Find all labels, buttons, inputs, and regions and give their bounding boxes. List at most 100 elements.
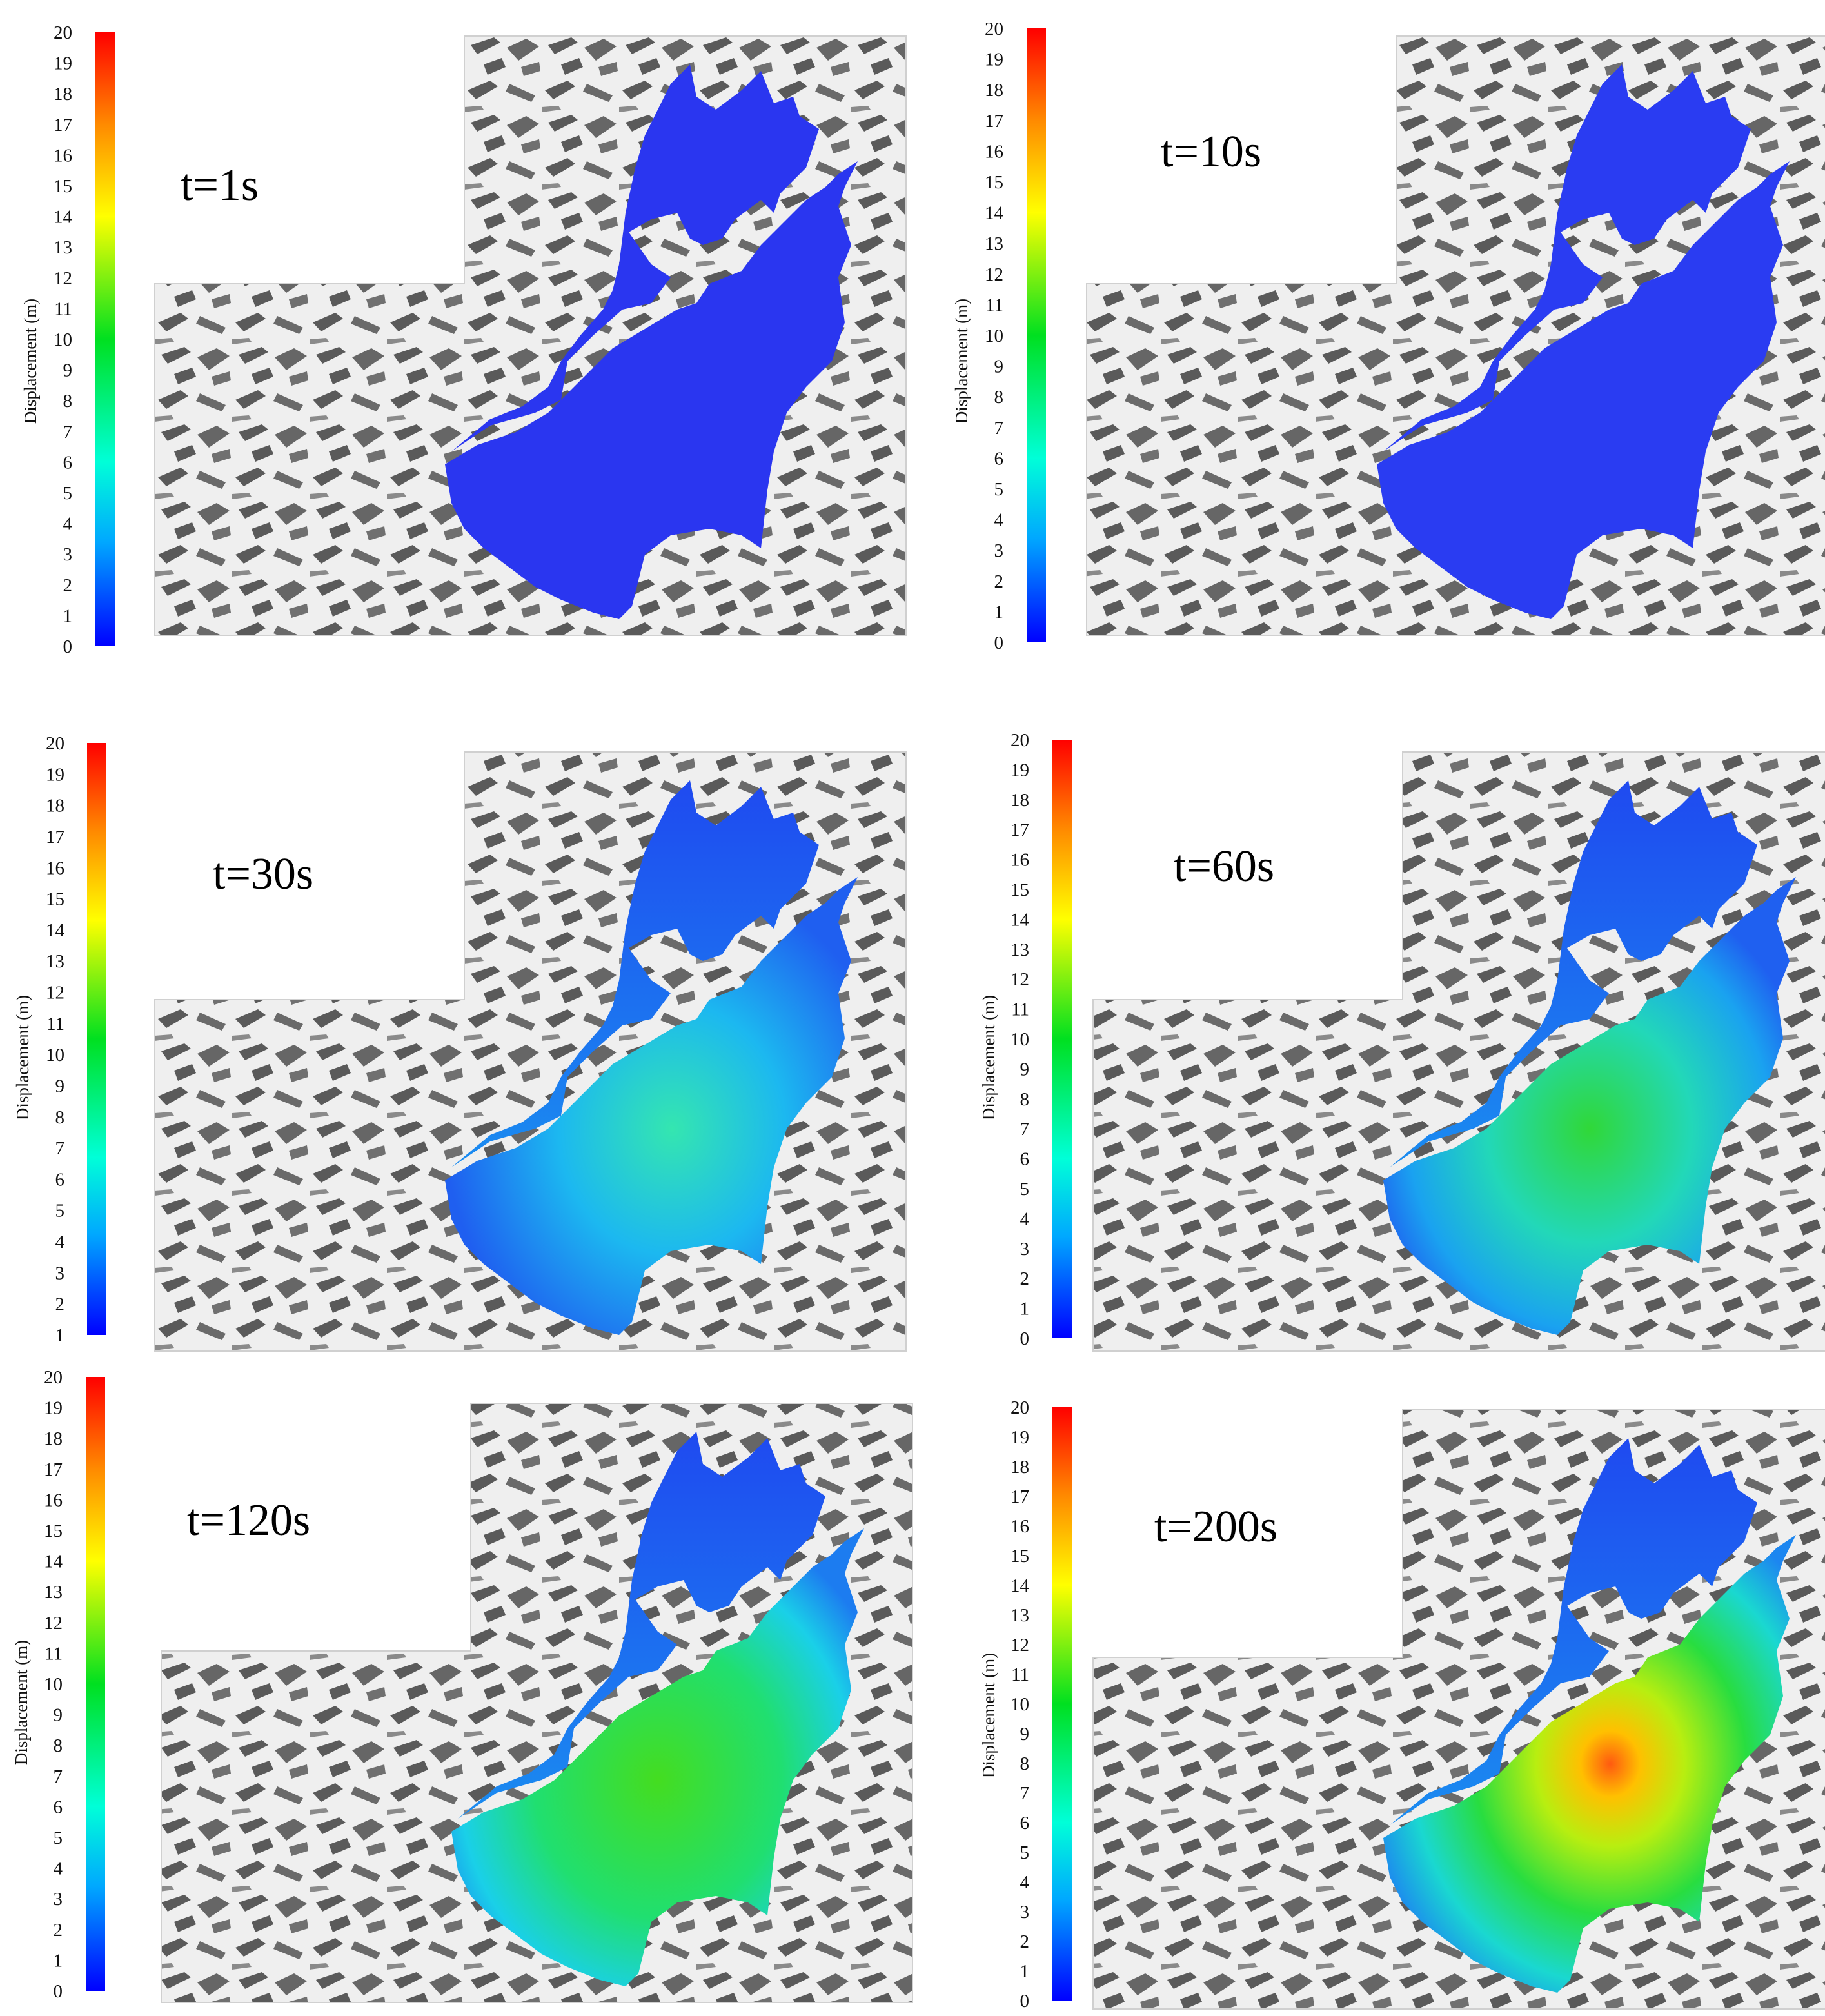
colorbar-tick-label: 7 xyxy=(1020,1783,1030,1804)
colorbar-tick-label: 15 xyxy=(985,172,1003,193)
panel-6: 01234567891011121314151617181920Displace… xyxy=(979,1398,1825,2011)
colorbar-tick-label: 11 xyxy=(1011,1665,1029,1685)
colorbar-tick-label: 3 xyxy=(63,544,73,565)
landslide-mass xyxy=(1383,780,1796,1335)
colorbar-tick-label: 9 xyxy=(1020,1724,1030,1744)
colorbar-tick-label: 12 xyxy=(46,983,64,1003)
colorbar-tick-label: 4 xyxy=(1020,1872,1030,1893)
landslide-mass xyxy=(1383,1438,1796,1993)
colorbar-tick-label: 19 xyxy=(1011,1427,1029,1448)
colorbar-tick-label: 1 xyxy=(994,602,1004,622)
landslide-upper-arm xyxy=(1390,780,1757,1167)
colorbar-title: Displacement (m) xyxy=(952,299,971,424)
colorbar-tick-label: 3 xyxy=(54,1889,63,1910)
colorbar-tick-label: 5 xyxy=(1020,1843,1030,1863)
colorbar-tick-label: 7 xyxy=(54,1766,63,1787)
colorbar-tick-label: 8 xyxy=(63,391,73,411)
colorbar-tick-label: 8 xyxy=(994,387,1004,408)
landslide-deposit xyxy=(451,1528,864,1986)
colorbar-tick-label: 14 xyxy=(44,1552,63,1572)
colorbar-tick-label: 9 xyxy=(1020,1059,1030,1080)
colorbar-tick-label: 15 xyxy=(46,889,64,910)
colorbar-tick-label: 7 xyxy=(1020,1119,1030,1140)
colorbar-tick-label: 14 xyxy=(46,920,65,941)
colorbar-tick-label: 17 xyxy=(1011,820,1029,840)
colorbar-tick-label: 19 xyxy=(985,50,1003,70)
time-label: t=30s xyxy=(213,849,313,899)
colorbar-tick-label: 16 xyxy=(985,141,1003,162)
colorbar-tick-label: 20 xyxy=(54,23,72,43)
colorbar-tick-label: 16 xyxy=(1011,1516,1029,1537)
landslide-upper-arm xyxy=(1390,1438,1757,1825)
colorbar-tick-label: 2 xyxy=(1020,1932,1030,1952)
colorbar-tick-label: 15 xyxy=(1011,880,1029,900)
landslide-mass xyxy=(445,64,858,619)
colorbar-tick-label: 18 xyxy=(46,796,64,816)
colorbar-tick-label: 6 xyxy=(55,1169,65,1190)
colorbar-tick-label: 5 xyxy=(63,483,73,504)
landslide-upper-arm xyxy=(451,64,819,451)
colorbar-tick-label: 9 xyxy=(55,1076,65,1096)
colorbar-tick-label: 4 xyxy=(1020,1209,1030,1229)
colorbar-tick-label: 7 xyxy=(55,1138,65,1159)
colorbar-tick-label: 13 xyxy=(54,237,72,258)
colorbar-tick-label: 18 xyxy=(985,80,1003,101)
colorbar-tick-label: 0 xyxy=(54,1981,63,2002)
landslide-deposit xyxy=(1377,161,1790,619)
colorbar-tick-label: 7 xyxy=(994,418,1004,439)
colorbar-tick-label: 10 xyxy=(1011,1029,1029,1050)
colorbar-tick-label: 14 xyxy=(1011,909,1030,930)
landslide-deposit xyxy=(445,161,858,619)
panel-4: 01234567891011121314151617181920Displace… xyxy=(979,730,1825,1352)
colorbar-tick-label: 2 xyxy=(55,1294,65,1315)
colorbar-tick-label: 1 xyxy=(63,606,73,626)
colorbar xyxy=(86,1377,105,1991)
colorbar-tick-label: 3 xyxy=(1020,1902,1030,1922)
colorbar-tick-label: 14 xyxy=(54,207,73,228)
colorbar-tick-label: 12 xyxy=(1011,969,1029,990)
colorbar-tick-label: 17 xyxy=(54,115,72,135)
colorbar-tick-label: 17 xyxy=(985,111,1003,132)
colorbar-tick-label: 1 xyxy=(55,1325,65,1346)
colorbar-tick-label: 0 xyxy=(1020,1991,1030,2011)
colorbar-tick-label: 13 xyxy=(985,233,1003,254)
landslide-upper-arm xyxy=(1383,64,1751,451)
colorbar-tick-label: 2 xyxy=(1020,1269,1030,1289)
colorbar-tick-label: 18 xyxy=(44,1428,63,1449)
colorbar-tick-label: 6 xyxy=(54,1797,63,1817)
colorbar-tick-label: 5 xyxy=(54,1828,63,1848)
colorbar-tick-label: 19 xyxy=(44,1398,63,1419)
colorbar-tick-label: 15 xyxy=(44,1521,63,1541)
colorbar-tick-label: 6 xyxy=(1020,1149,1030,1170)
panels-layer: 01234567891011121314151617181920Displace… xyxy=(12,19,1825,2011)
landslide-deposit xyxy=(1383,1535,1796,1993)
colorbar-title: Displacement (m) xyxy=(13,995,32,1120)
colorbar xyxy=(87,743,106,1335)
colorbar-tick-label: 15 xyxy=(1011,1546,1029,1566)
colorbar-tick-label: 18 xyxy=(1011,790,1029,811)
colorbar-tick-label: 13 xyxy=(1011,940,1029,960)
colorbar-tick-label: 4 xyxy=(54,1859,63,1879)
time-label: t=1s xyxy=(181,161,259,210)
colorbar-tick-label: 16 xyxy=(46,858,64,878)
colorbar-tick-label: 12 xyxy=(1011,1635,1029,1655)
colorbar-tick-label: 1 xyxy=(1020,1961,1030,1982)
colorbar-tick-label: 1 xyxy=(54,1950,63,1971)
colorbar-tick-label: 19 xyxy=(1011,760,1029,780)
colorbar-tick-label: 2 xyxy=(994,571,1004,592)
colorbar-tick-label: 16 xyxy=(1011,850,1029,871)
colorbar-tick-label: 5 xyxy=(55,1201,65,1221)
colorbar-title: Displacement (m) xyxy=(21,299,40,424)
colorbar-tick-label: 13 xyxy=(1011,1605,1029,1626)
colorbar-tick-label: 8 xyxy=(55,1107,65,1128)
colorbar-tick-label: 3 xyxy=(1020,1239,1030,1260)
colorbar-tick-label: 11 xyxy=(44,1643,63,1664)
colorbar-tick-label: 12 xyxy=(54,268,72,289)
colorbar-tick-label: 10 xyxy=(985,326,1003,346)
colorbar-tick-label: 9 xyxy=(994,357,1004,377)
colorbar xyxy=(1052,740,1072,1338)
panel-3: 1234567891011121314151617181920Displacem… xyxy=(13,733,907,1352)
colorbar-tick-label: 16 xyxy=(54,145,72,166)
colorbar-tick-label: 10 xyxy=(46,1045,64,1065)
